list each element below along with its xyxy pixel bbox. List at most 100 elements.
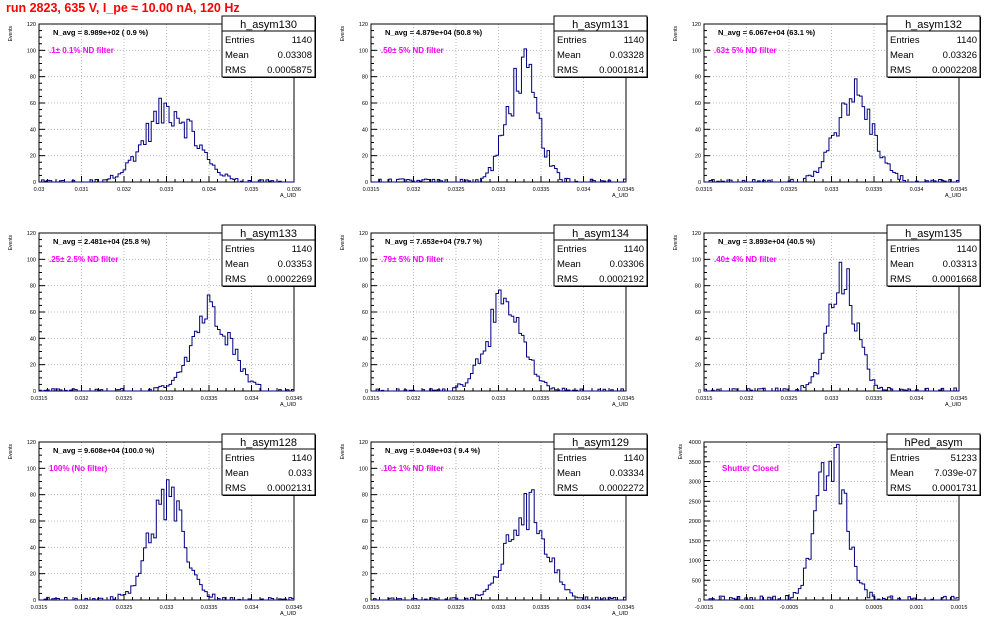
stats-value-rms: 0.0002208 xyxy=(932,65,977,76)
x-tick-label: 0.035 xyxy=(245,187,259,193)
stats-label-rms: RMS xyxy=(557,274,578,285)
stats-label-rms: RMS xyxy=(557,483,578,494)
y-tick-label: 80 xyxy=(362,284,368,290)
x-tick-label: 0.0325 xyxy=(116,605,133,611)
x-tick-label: 0.032 xyxy=(407,605,421,611)
x-tick-label: 0.034 xyxy=(577,605,591,611)
x-tick-label: 0.034 xyxy=(577,187,591,193)
x-tick-label: 0.0005 xyxy=(866,605,883,611)
stats-box xyxy=(221,433,316,496)
histogram-bins xyxy=(371,48,627,183)
x-axis-title: A_UID xyxy=(612,193,628,199)
x-tick-label: 0.034 xyxy=(245,605,259,611)
y-axis-title: Events xyxy=(678,444,684,460)
x-tick-label: 0.0345 xyxy=(618,187,635,193)
y-tick-label: 120 xyxy=(359,440,368,446)
y-tick-label: 20 xyxy=(362,363,368,369)
x-tick-label: 0.032 xyxy=(740,396,754,402)
stats-value-entries: 1140 xyxy=(957,244,977,255)
y-tick-label: 60 xyxy=(695,310,701,316)
filter-label: .40± 4% ND filter xyxy=(714,255,777,264)
x-tick-label: 0.032 xyxy=(117,187,131,193)
x-tick-label: 0.0315 xyxy=(363,396,380,402)
y-tick-label: 80 xyxy=(695,75,701,81)
x-tick-label: -0.0005 xyxy=(780,605,799,611)
navg-annotation: N_avg = 7.653e+04 (79.7 %) xyxy=(385,237,483,246)
x-tick-label: 0.0345 xyxy=(951,396,968,402)
x-tick-label: 0.034 xyxy=(577,396,591,402)
y-tick-label: 20 xyxy=(30,154,36,160)
x-tick-label: 0.036 xyxy=(287,187,301,193)
x-tick-label: 0.0335 xyxy=(533,187,550,193)
stats-value-mean: 0.03353 xyxy=(278,259,312,270)
y-axis-title: Events xyxy=(340,235,346,251)
y-tick-label: 1500 xyxy=(689,539,701,545)
x-tick-label: 0.032 xyxy=(407,396,421,402)
y-tick-label: 100 xyxy=(692,257,701,263)
filter-label: .25± 2.5% ND filter xyxy=(49,255,118,264)
y-tick-label: 40 xyxy=(30,127,36,133)
stats-label-mean: Mean xyxy=(557,259,581,270)
x-tick-label: 0.0335 xyxy=(201,605,218,611)
histogram-name: hPed_asym xyxy=(904,437,962,449)
y-tick-label: 0 xyxy=(33,598,36,604)
y-tick-label: 80 xyxy=(30,493,36,499)
y-tick-label: 0 xyxy=(33,389,36,395)
histogram-name: h_asym129 xyxy=(572,437,629,449)
stats-value-mean: 0.03308 xyxy=(278,50,312,61)
histogram-bins xyxy=(371,289,626,392)
y-tick-label: 120 xyxy=(27,231,36,237)
filter-label: 100% (No filter) xyxy=(49,464,108,473)
x-tick-label: 0.0325 xyxy=(448,396,465,402)
x-tick-label: -0.001 xyxy=(739,605,755,611)
histogram-name: h_asym133 xyxy=(240,228,297,240)
x-tick-label: 0.0315 xyxy=(31,396,48,402)
histogram-bins xyxy=(38,294,295,392)
stats-box xyxy=(886,15,981,78)
x-tick-label: 0.0315 xyxy=(31,605,48,611)
stats-label-entries: Entries xyxy=(225,35,255,46)
stats-box xyxy=(886,433,981,496)
x-tick-label: 0.0325 xyxy=(448,605,465,611)
x-tick-label: 0.0325 xyxy=(116,396,133,402)
histogram-panel-h_asym130: 0.03 0.031 0.032 0.033 0.034 0.035 0.036 0 20 40 6… xyxy=(8,15,316,199)
filter-label: .63± 5% ND filter xyxy=(714,46,777,55)
stats-value-entries: 1140 xyxy=(624,453,644,464)
x-tick-label: 0.0015 xyxy=(951,605,968,611)
y-tick-label: 2500 xyxy=(689,499,701,505)
y-tick-label: 100 xyxy=(27,466,36,472)
x-axis-title: A_UID xyxy=(280,402,296,408)
y-tick-label: 60 xyxy=(362,519,368,525)
x-tick-label: 0.0325 xyxy=(781,187,798,193)
filter-label: .1± 0.1% ND filter xyxy=(49,46,114,55)
histogram-name: h_asym131 xyxy=(572,19,629,31)
stats-label-mean: Mean xyxy=(225,468,249,479)
stats-label-rms: RMS xyxy=(225,274,246,285)
stats-value-entries: 51233 xyxy=(951,453,977,464)
stats-value-rms: 0.0005875 xyxy=(267,65,312,76)
navg-annotation: N_avg = 9.049e+03 ( 9.4 %) xyxy=(385,446,481,455)
y-tick-label: 500 xyxy=(692,578,701,584)
x-tick-label: 0.033 xyxy=(160,396,174,402)
y-axis-title: Events xyxy=(673,235,679,251)
y-tick-label: 100 xyxy=(27,257,36,263)
stats-value-mean: 0.03334 xyxy=(610,468,644,479)
x-tick-label: 0.03 xyxy=(34,187,45,193)
x-tick-label: 0.0335 xyxy=(866,187,883,193)
x-tick-label: 0.0315 xyxy=(696,187,713,193)
stats-value-mean: 7.039e-07 xyxy=(934,468,977,479)
x-tick-label: 0.0325 xyxy=(448,187,465,193)
x-tick-label: 0.0325 xyxy=(781,396,798,402)
x-tick-label: 0.0335 xyxy=(866,396,883,402)
stats-value-entries: 1140 xyxy=(624,35,644,46)
filter-label: .79± 5% ND filter xyxy=(381,255,444,264)
y-tick-label: 0 xyxy=(365,180,368,186)
x-tick-label: 0.0345 xyxy=(618,396,635,402)
stats-label-entries: Entries xyxy=(557,244,587,255)
stats-box xyxy=(886,224,981,287)
histogram-name: h_asym135 xyxy=(905,228,962,240)
y-tick-label: 40 xyxy=(695,336,701,342)
x-tick-label: 0.033 xyxy=(825,396,839,402)
filter-label: .50± 5% ND filter xyxy=(381,46,444,55)
x-tick-label: 0.032 xyxy=(740,187,754,193)
